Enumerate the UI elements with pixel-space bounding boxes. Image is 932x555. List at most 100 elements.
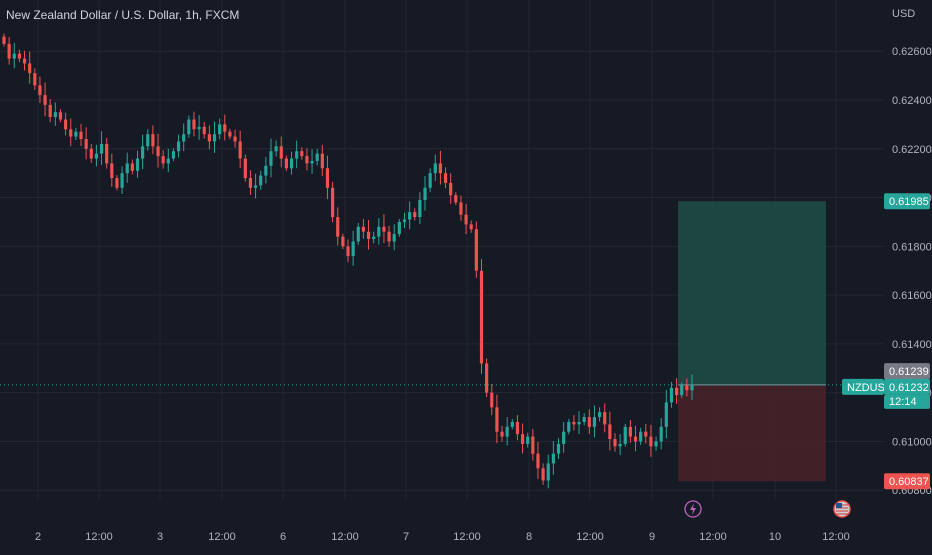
x-tick-label: 6 bbox=[280, 531, 286, 543]
candle-body bbox=[556, 443, 561, 454]
candle-body bbox=[449, 182, 453, 196]
candle-body bbox=[659, 426, 663, 442]
candle-body bbox=[531, 436, 535, 454]
candle-body bbox=[99, 143, 104, 154]
candle-body bbox=[274, 146, 278, 152]
candle-body bbox=[567, 421, 571, 432]
candle-body bbox=[644, 431, 648, 437]
candle-body bbox=[351, 241, 355, 257]
candle-body bbox=[161, 156, 165, 164]
candle-body bbox=[300, 151, 304, 157]
candle-body bbox=[382, 226, 386, 232]
candle-body bbox=[125, 163, 129, 174]
candle-body bbox=[248, 178, 253, 188]
x-tick-label: 7 bbox=[403, 531, 409, 543]
last-close-badge: 0.61239 bbox=[889, 366, 929, 378]
candle-body bbox=[207, 134, 211, 142]
candle-body bbox=[22, 58, 27, 64]
candle-body bbox=[79, 131, 83, 140]
candle-body bbox=[685, 385, 689, 391]
x-tick-label: 9 bbox=[649, 531, 655, 543]
candle-body bbox=[202, 126, 206, 135]
chart-title: New Zealand Dollar / U.S. Dollar, 1h, FX… bbox=[6, 8, 240, 22]
x-tick-label: 12:00 bbox=[822, 531, 850, 543]
candle-body bbox=[526, 436, 530, 444]
candle-body bbox=[485, 363, 489, 393]
candle-body bbox=[495, 407, 499, 432]
candle-body bbox=[397, 221, 401, 235]
candle-body bbox=[669, 387, 674, 403]
candle-body bbox=[443, 173, 448, 183]
candle-body bbox=[228, 131, 232, 137]
symbol-badge-bg bbox=[842, 378, 884, 395]
candle-body bbox=[577, 421, 581, 425]
candle-body bbox=[115, 178, 119, 188]
candle-body bbox=[48, 104, 52, 118]
candle-body bbox=[479, 270, 484, 364]
symbol-badge: NZDUSD bbox=[847, 382, 893, 394]
candle-body bbox=[582, 417, 586, 422]
candle-body bbox=[680, 385, 684, 396]
lightning-icon-glyph bbox=[690, 503, 696, 515]
candle-body bbox=[546, 463, 550, 481]
candle-body bbox=[608, 424, 612, 440]
candle-body bbox=[43, 95, 47, 105]
candle-body bbox=[464, 214, 468, 225]
candle-body bbox=[361, 226, 365, 232]
target-zone bbox=[678, 201, 826, 385]
candle-body bbox=[12, 53, 16, 59]
candle-body bbox=[33, 73, 37, 86]
candle-body bbox=[490, 392, 494, 408]
candle-body bbox=[366, 231, 371, 240]
candle-body bbox=[325, 168, 330, 188]
candle-body bbox=[320, 153, 324, 169]
candles bbox=[2, 33, 694, 489]
candle-body bbox=[151, 134, 155, 147]
trade-zones bbox=[678, 201, 826, 482]
candle-body bbox=[223, 124, 227, 132]
candle-body bbox=[469, 224, 473, 230]
candle-body bbox=[572, 421, 576, 425]
candle-body bbox=[520, 434, 525, 444]
candle-body bbox=[146, 134, 150, 147]
x-tick-label: 10 bbox=[769, 531, 781, 543]
y-tick-label: 0.62600 bbox=[892, 46, 932, 58]
candle-body bbox=[53, 112, 57, 118]
countdown-badge: 12:14 bbox=[889, 396, 917, 408]
candle-body bbox=[418, 200, 422, 218]
candle-body bbox=[69, 129, 73, 137]
candle-body bbox=[387, 231, 391, 242]
candle-body bbox=[413, 212, 417, 218]
candle-body bbox=[310, 160, 314, 164]
candle-body bbox=[279, 146, 283, 159]
current-price-badge: 0.61232 bbox=[889, 382, 929, 394]
candle-body bbox=[433, 163, 437, 174]
candle-body bbox=[89, 148, 93, 159]
stop-zone bbox=[678, 384, 826, 482]
candle-body bbox=[166, 158, 170, 164]
candle-body bbox=[536, 453, 540, 469]
candle-body bbox=[618, 443, 622, 447]
candle-body bbox=[233, 136, 237, 142]
y-tick-label: 0.62200 bbox=[892, 144, 932, 156]
candle-body bbox=[259, 175, 263, 186]
candle-body bbox=[500, 431, 504, 437]
candle-body bbox=[474, 229, 478, 271]
candle-body bbox=[515, 421, 520, 435]
x-tick-label: 12:00 bbox=[208, 531, 236, 543]
axes: 0.626000.624000.622000.620000.618000.616… bbox=[35, 46, 932, 543]
candle-body bbox=[17, 53, 21, 59]
candle-body bbox=[623, 426, 627, 444]
current-price-badge-bg bbox=[884, 378, 930, 395]
candle-body bbox=[141, 146, 145, 159]
y-tick-label: 0.61000 bbox=[892, 436, 932, 448]
x-tick-label: 12:00 bbox=[331, 531, 359, 543]
candle-body bbox=[289, 158, 294, 169]
candle-body bbox=[218, 124, 222, 135]
candle-body bbox=[587, 417, 591, 427]
candle-body bbox=[562, 431, 566, 444]
x-tick-label: 12:00 bbox=[699, 531, 727, 543]
